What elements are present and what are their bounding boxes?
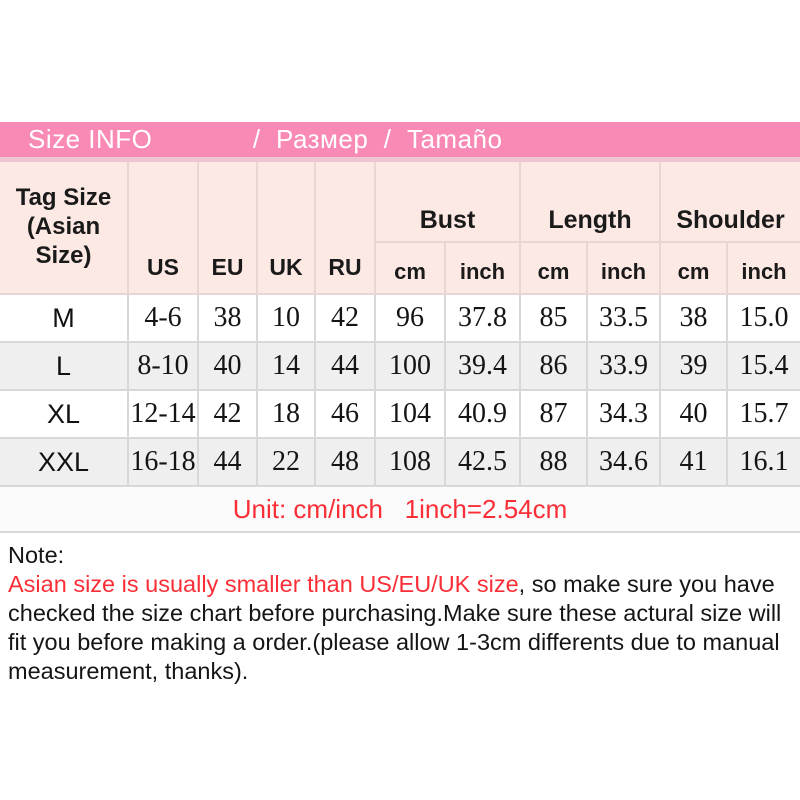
- cell-ru: 46: [314, 389, 376, 439]
- header-length-inch: inch: [585, 241, 662, 295]
- cell-length-cm: 88: [519, 437, 588, 487]
- header-tag-size: Tag Size (Asian Size): [0, 162, 129, 295]
- cell-shoulder-inch: 15.0: [726, 293, 800, 343]
- note-highlight: Asian size is usually smaller than US/EU…: [8, 571, 519, 597]
- header-length-cm: cm: [519, 241, 588, 295]
- note-label: Note:: [8, 542, 65, 568]
- cell-us: 8-10: [127, 341, 199, 391]
- cell-bust-inch: 39.4: [444, 341, 521, 391]
- header-bust-cm: cm: [375, 241, 446, 295]
- header-bust-inch: inch: [444, 241, 521, 295]
- unit-note: Unit: cm/inch 1inch=2.54cm: [0, 485, 800, 533]
- cell-length-cm: 87: [519, 389, 588, 439]
- cell-uk: 18: [256, 389, 316, 439]
- size-table-body: M 4-6 38 10 42 96 37.8 85 33.5 38 15.0 L…: [0, 293, 800, 533]
- note-body: , so make sure you have checked the size…: [8, 571, 782, 684]
- cell-us: 16-18: [127, 437, 199, 487]
- header-shoulder-cm: cm: [659, 241, 729, 295]
- header-length: Length: [518, 162, 662, 243]
- cell-length-inch: 34.6: [585, 437, 662, 487]
- cell-eu: 42: [197, 389, 258, 439]
- cell-bust-cm: 100: [374, 341, 446, 391]
- header-ru: RU: [314, 162, 376, 295]
- cell-eu: 38: [197, 293, 258, 343]
- cell-shoulder-inch: 16.1: [726, 437, 800, 487]
- cell-length-inch: 33.5: [585, 293, 662, 343]
- header-shoulder-inch: inch: [726, 241, 800, 295]
- cell-tag: XL: [0, 389, 129, 439]
- table-row-xxl: XXL 16-18 44 22 48 108 42.5 88 34.6 41 1…: [0, 437, 800, 487]
- cell-uk: 14: [256, 341, 316, 391]
- cell-bust-inch: 40.9: [444, 389, 521, 439]
- header-uk: UK: [256, 162, 316, 295]
- cell-bust-cm: 96: [374, 293, 446, 343]
- header-shoulder: Shoulder: [659, 162, 800, 243]
- cell-shoulder-cm: 40: [659, 389, 729, 439]
- header-group-row: Tag Size (Asian Size) US EU UK RU Bust L…: [0, 162, 800, 295]
- size-table-header: Tag Size (Asian Size) US EU UK RU Bust L…: [0, 162, 800, 295]
- title-bar: Size INFO / Размер / Tamaño: [0, 122, 800, 162]
- cell-shoulder-cm: 39: [659, 341, 729, 391]
- note-text: Asian size is usually smaller than US/EU…: [8, 570, 792, 686]
- cell-tag: XXL: [0, 437, 129, 487]
- cell-bust-cm: 108: [374, 437, 446, 487]
- title-text: Size INFO / Размер / Tamaño: [28, 124, 503, 154]
- cell-ru: 48: [314, 437, 376, 487]
- cell-tag: L: [0, 341, 129, 391]
- header-us: US: [127, 162, 199, 295]
- cell-shoulder-inch: 15.7: [726, 389, 800, 439]
- cell-length-cm: 86: [519, 341, 588, 391]
- cell-length-inch: 33.9: [585, 341, 662, 391]
- cell-length-cm: 85: [519, 293, 588, 343]
- cell-ru: 44: [314, 341, 376, 391]
- cell-shoulder-cm: 38: [659, 293, 729, 343]
- cell-shoulder-cm: 41: [659, 437, 729, 487]
- cell-shoulder-inch: 15.4: [726, 341, 800, 391]
- table-row-l: L 8-10 40 14 44 100 39.4 86 33.9 39 15.4: [0, 341, 800, 391]
- header-bust: Bust: [374, 162, 521, 243]
- cell-eu: 40: [197, 341, 258, 391]
- size-chart-content: Size INFO / Размер / Tamaño Tag Size (As…: [0, 122, 800, 686]
- cell-bust-inch: 37.8: [444, 293, 521, 343]
- cell-uk: 22: [256, 437, 316, 487]
- table-row-xl: XL 12-14 42 18 46 104 40.9 87 34.3 40 15…: [0, 389, 800, 439]
- unit-note-row: Unit: cm/inch 1inch=2.54cm: [0, 485, 800, 533]
- cell-us: 4-6: [127, 293, 199, 343]
- cell-ru: 42: [314, 293, 376, 343]
- cell-eu: 44: [197, 437, 258, 487]
- header-eu: EU: [197, 162, 258, 295]
- header-unit-row: cm inch cm inch cm inch: [0, 241, 800, 295]
- size-table: Tag Size (Asian Size) US EU UK RU Bust L…: [0, 162, 800, 533]
- cell-bust-inch: 42.5: [444, 437, 521, 487]
- note-section: Note: Asian size is usually smaller than…: [0, 533, 800, 686]
- table-row-m: M 4-6 38 10 42 96 37.8 85 33.5 38 15.0: [0, 293, 800, 343]
- cell-bust-cm: 104: [374, 389, 446, 439]
- cell-tag: M: [0, 293, 129, 343]
- cell-us: 12-14: [127, 389, 199, 439]
- cell-length-inch: 34.3: [585, 389, 662, 439]
- cell-uk: 10: [256, 293, 316, 343]
